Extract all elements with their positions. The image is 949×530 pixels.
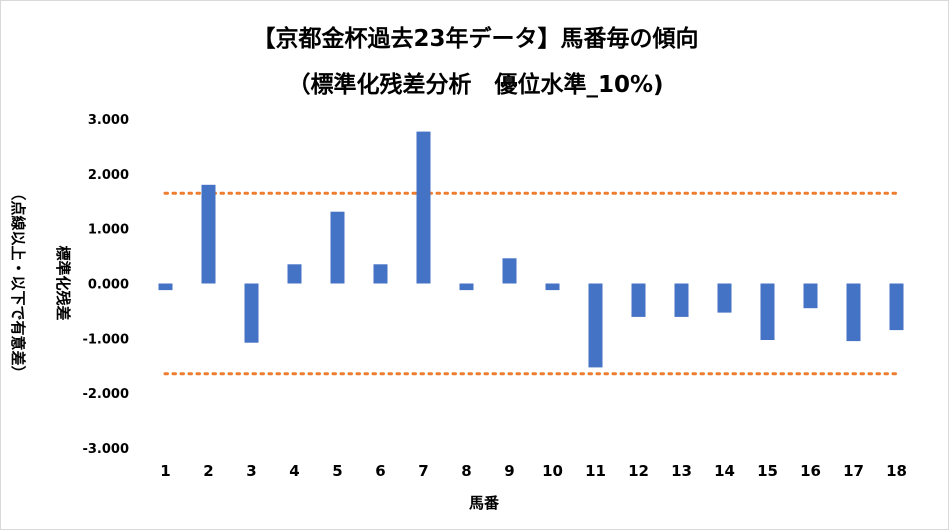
x-tick-label: 18: [886, 462, 907, 480]
bar-1: [158, 283, 173, 291]
chart-subtitle: （標準化残差分析 優位水準_10%): [287, 72, 664, 98]
y-axis-note: （点線以上・以下で有意差）: [9, 185, 27, 380]
y-axis-title: 標準化残差: [54, 245, 72, 320]
threshold-lines: [163, 191, 903, 376]
bar-11: [588, 283, 603, 368]
x-tick-label: 7: [418, 462, 428, 480]
x-tick-label: 12: [628, 462, 649, 480]
x-tick-label: 4: [289, 462, 299, 480]
x-tick-label: 14: [714, 462, 735, 480]
y-tick-label: 1.000: [88, 223, 129, 238]
x-tick-label: 16: [800, 462, 821, 480]
bar-16: [803, 283, 818, 309]
x-tick-label: 13: [671, 462, 692, 480]
bar-13: [674, 283, 689, 317]
x-tick-label: 1: [160, 462, 170, 480]
x-tick-label: 5: [332, 462, 342, 480]
bar-2: [201, 184, 216, 284]
bar-8: [459, 283, 474, 291]
y-tick-label: -1.000: [82, 332, 129, 347]
x-tick-label: 3: [246, 462, 256, 480]
bar-14: [717, 283, 732, 313]
bar-9: [502, 258, 517, 284]
x-tick-label: 2: [203, 462, 213, 480]
x-tick-label: 11: [585, 462, 606, 480]
y-tick-label: -2.000: [82, 387, 129, 402]
chart-title: 【京都金杯過去23年データ】馬番毎の傾向: [252, 26, 699, 52]
y-tick-label: 0.000: [88, 278, 129, 293]
bar-6: [373, 264, 388, 284]
bar-series: [158, 131, 904, 368]
bar-7: [416, 131, 431, 284]
x-tick-label: 10: [542, 462, 563, 480]
x-tick-label: 17: [843, 462, 864, 480]
x-axis-ticks: 1 2 3 4 5 6 7 8 9 10 11 12 13 14 15 16 17 18: [160, 462, 907, 480]
bar-18: [889, 283, 904, 331]
bar-15: [760, 283, 775, 340]
x-tick-label: 6: [375, 462, 385, 480]
bar-3: [244, 283, 259, 343]
bar-4: [287, 264, 302, 284]
y-tick-label: 3.000: [88, 113, 129, 128]
bar-5: [330, 211, 345, 284]
bar-17: [846, 283, 861, 342]
y-tick-label: 2.000: [88, 168, 129, 183]
y-tick-label: -3.000: [82, 442, 129, 457]
bar-12: [631, 283, 646, 317]
x-axis-title: 馬番: [469, 494, 500, 512]
y-axis-ticks: 3.000 2.000 1.000 0.000 -1.000 -2.000 -3.000: [82, 113, 129, 457]
x-tick-label: 9: [504, 462, 514, 480]
bar-10: [545, 283, 560, 291]
x-tick-label: 8: [461, 462, 471, 480]
x-tick-label: 15: [757, 462, 778, 480]
